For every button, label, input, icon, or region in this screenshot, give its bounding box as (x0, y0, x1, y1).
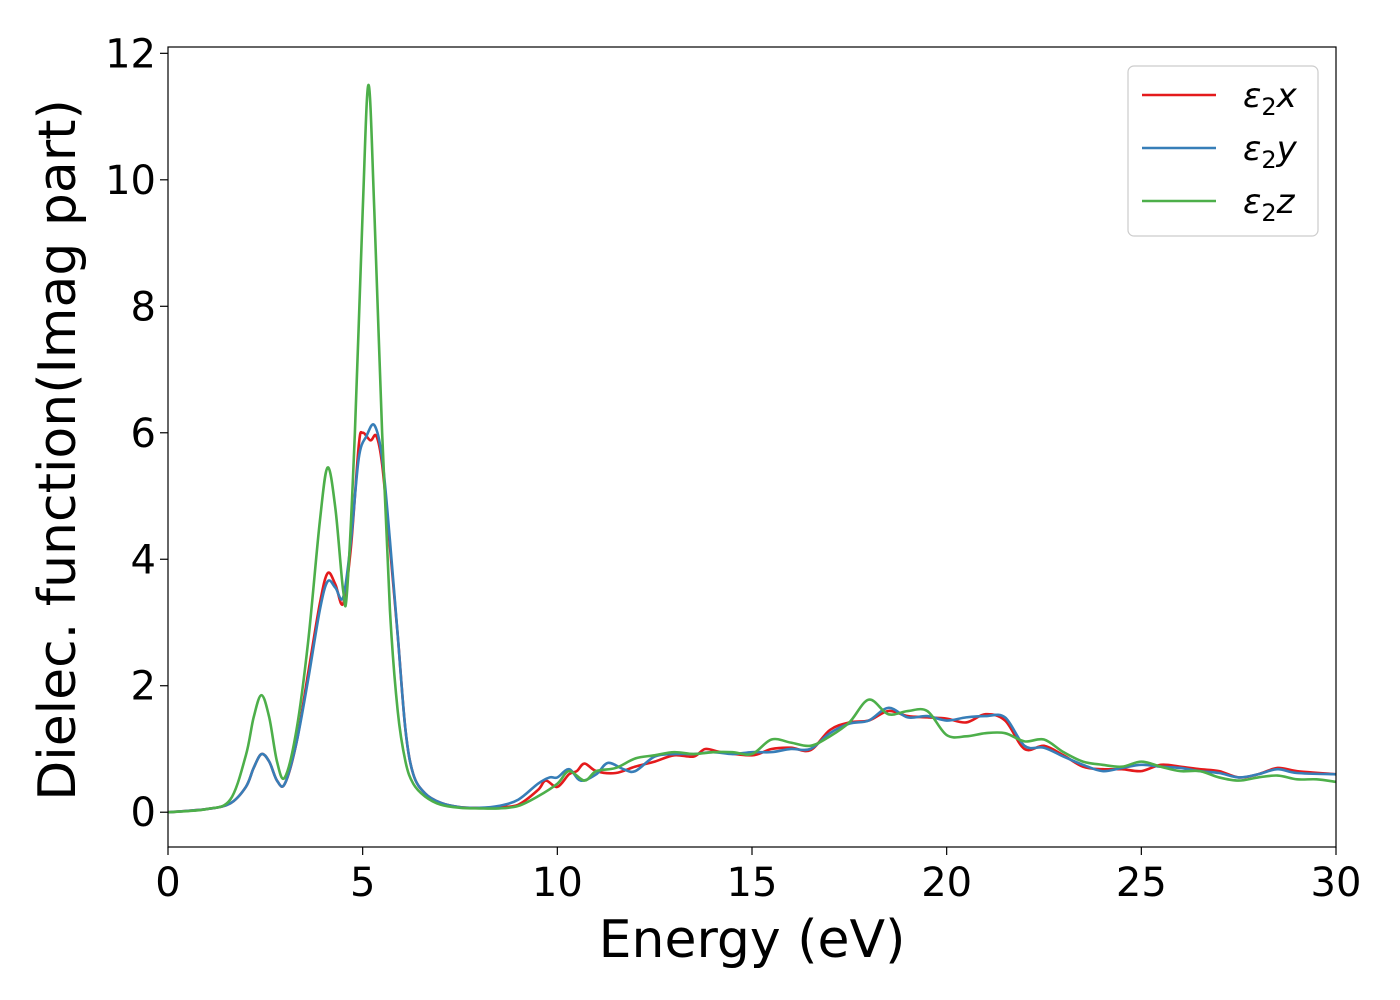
x-tick-label: 10 (532, 860, 583, 906)
y-tick-label: 4 (131, 537, 156, 583)
series-layer (168, 83, 1336, 814)
y-tick-label: 10 (105, 158, 156, 204)
y-axis-ticks: 0 2 4 6 8 10 12 (105, 31, 168, 836)
y-axis-title: Dielec. function(Imag part) (28, 99, 88, 801)
x-axis-ticks: 0 5 10 15 20 25 30 (155, 847, 1361, 906)
x-tick-label: 0 (155, 860, 180, 906)
y-tick-label: 8 (131, 284, 156, 330)
legend-label-y: ε2y (1243, 129, 1298, 174)
x-tick-label: 5 (350, 860, 375, 906)
y-tick-label: 6 (131, 411, 156, 457)
series-line-z (168, 83, 1336, 814)
x-tick-label: 15 (727, 860, 778, 906)
legend-label-z: ε2z (1243, 182, 1296, 227)
x-tick-label: 30 (1311, 860, 1362, 906)
x-tick-label: 20 (921, 860, 972, 906)
series-line-y (168, 423, 1336, 814)
legend-frame (1127, 65, 1319, 237)
legend-label-x: ε2x (1243, 76, 1298, 121)
legend: ε2x ε2y ε2z (1127, 65, 1319, 237)
y-tick-label: 0 (131, 790, 156, 836)
x-axis-title: Energy (eV) (599, 910, 906, 970)
y-tick-label: 2 (131, 664, 156, 710)
y-tick-label: 12 (105, 31, 156, 77)
x-tick-label: 25 (1116, 860, 1167, 906)
